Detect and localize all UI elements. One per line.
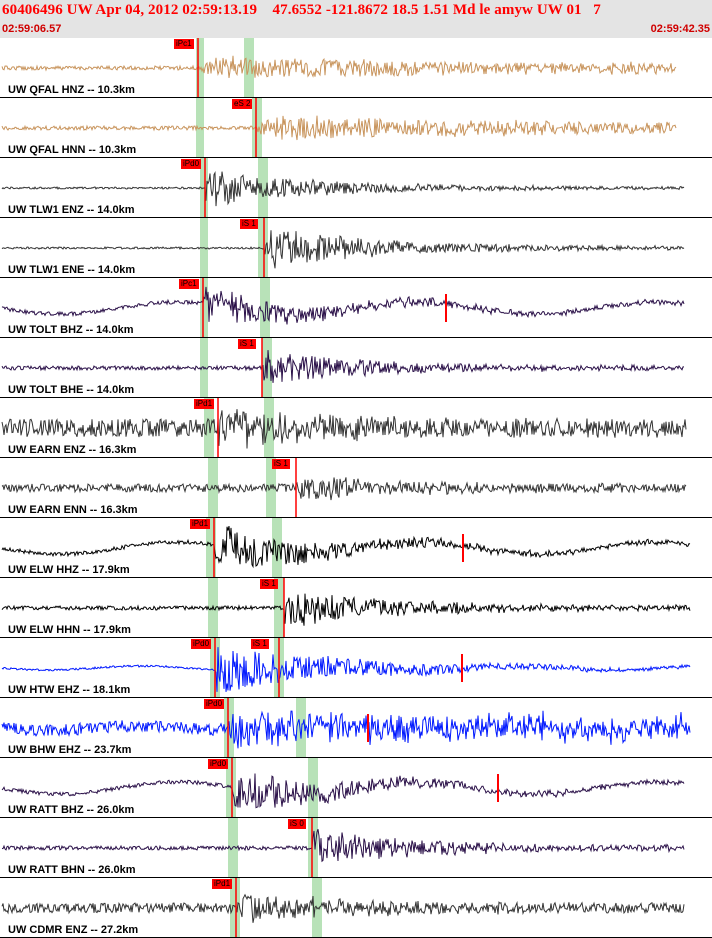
waveform	[1, 170, 685, 207]
time-end-label: 02:59:42.35	[650, 23, 710, 35]
pick-label[interactable]: iS 1	[260, 579, 278, 589]
waveform	[1, 525, 691, 569]
station-label: UW QFAL HNZ -- 10.3km	[8, 84, 135, 96]
pick-window	[296, 698, 306, 758]
trace-separator	[0, 397, 712, 398]
trace-separator	[0, 157, 712, 158]
station-label: UW CDMR ENZ -- 27.2km	[8, 924, 139, 936]
waveform	[1, 115, 677, 141]
waveform	[1, 230, 685, 269]
waveform	[1, 593, 691, 626]
trace-separator	[0, 457, 712, 458]
pick-window	[266, 458, 276, 518]
pick-window	[274, 578, 284, 638]
pick-window	[258, 218, 268, 278]
pick-label[interactable]: iS 0	[288, 819, 306, 829]
pick-window	[244, 38, 254, 98]
waveform	[1, 350, 684, 383]
pick-window	[308, 758, 318, 818]
trace-separator	[0, 217, 712, 218]
pick-label[interactable]: iPd1	[194, 399, 215, 409]
station-label: UW ELW HHZ -- 17.9km	[8, 564, 130, 576]
station-label: UW EARN ENN -- 16.3km	[8, 504, 138, 516]
station-label: UW QFAL HNN -- 10.3km	[8, 144, 137, 156]
pick-label[interactable]: iS 1	[272, 459, 290, 469]
station-label: UW RATT BHZ -- 26.0km	[8, 804, 135, 816]
pick-label[interactable]: iPd0	[181, 159, 202, 169]
pick-label[interactable]: iS 1	[240, 219, 258, 229]
trace-separator	[0, 517, 712, 518]
pick-label[interactable]: iPd0	[204, 699, 225, 709]
waveform	[1, 286, 685, 325]
waveform	[1, 710, 691, 749]
pick-window	[208, 578, 218, 638]
pick-window	[196, 38, 204, 98]
pick-window	[204, 398, 214, 458]
pick-window	[224, 698, 234, 758]
waveform	[1, 773, 685, 809]
trace-separator	[0, 97, 712, 98]
pick-label[interactable]: eS 2	[232, 99, 253, 109]
pick-window	[230, 878, 240, 938]
trace-separator	[0, 817, 712, 818]
waveform	[1, 55, 677, 78]
trace-separator	[0, 637, 712, 638]
station-label: UW TOLT BHE -- 14.0km	[8, 384, 135, 396]
station-label: UW TLW1 ENZ -- 14.0km	[8, 204, 135, 216]
trace-separator	[0, 277, 712, 278]
pick-label[interactable]: iPd0	[191, 639, 212, 649]
seismogram-plot[interactable]: UW QFAL HNZ -- 10.3km iPc1 UW QFAL HNN -- …	[0, 38, 712, 938]
station-label: UW TLW1 ENE -- 14.0km	[8, 264, 136, 276]
pick-window	[260, 278, 270, 338]
waveform	[1, 893, 685, 923]
trace-separator	[0, 877, 712, 878]
trace-separator	[0, 337, 712, 338]
station-label: UW EARN ENZ -- 16.3km	[8, 444, 137, 456]
waveform-canvas	[1, 38, 691, 938]
pick-label[interactable]: iS 1	[251, 639, 269, 649]
station-label: UW RATT BHN -- 26.0km	[8, 864, 136, 876]
pick-label[interactable]: iPd1	[212, 879, 233, 889]
event-title: 60406496 UW Apr 04, 2012 02:59:13.19 47.…	[2, 2, 601, 18]
pick-label[interactable]: iS 1	[238, 339, 256, 349]
trace-separator	[0, 577, 712, 578]
waveform	[1, 647, 691, 692]
pick-window	[308, 818, 318, 878]
time-start-label: 02:59:06.57	[2, 23, 62, 35]
event-header: 60406496 UW Apr 04, 2012 02:59:13.19 47.…	[0, 0, 712, 38]
pick-label[interactable]: iPc1	[174, 39, 194, 49]
station-label: UW ELW HHN -- 17.9km	[8, 624, 131, 636]
waveform	[1, 477, 687, 501]
pick-window	[206, 518, 216, 578]
station-label: UW TOLT BHZ -- 14.0km	[8, 324, 134, 336]
pick-label[interactable]: iPc1	[179, 279, 199, 289]
pick-window	[200, 278, 208, 338]
pick-label[interactable]: iPd0	[208, 759, 229, 769]
pick-label[interactable]: iPd1	[190, 519, 211, 529]
waveform	[1, 829, 685, 863]
pick-window	[272, 518, 282, 578]
trace-separator	[0, 757, 712, 758]
station-label: UW HTW EHZ -- 18.1km	[8, 684, 131, 696]
pick-window	[258, 158, 268, 218]
trace-separator	[0, 697, 712, 698]
station-label: UW BHW EHZ -- 23.7km	[8, 744, 132, 756]
waveform	[1, 409, 687, 449]
